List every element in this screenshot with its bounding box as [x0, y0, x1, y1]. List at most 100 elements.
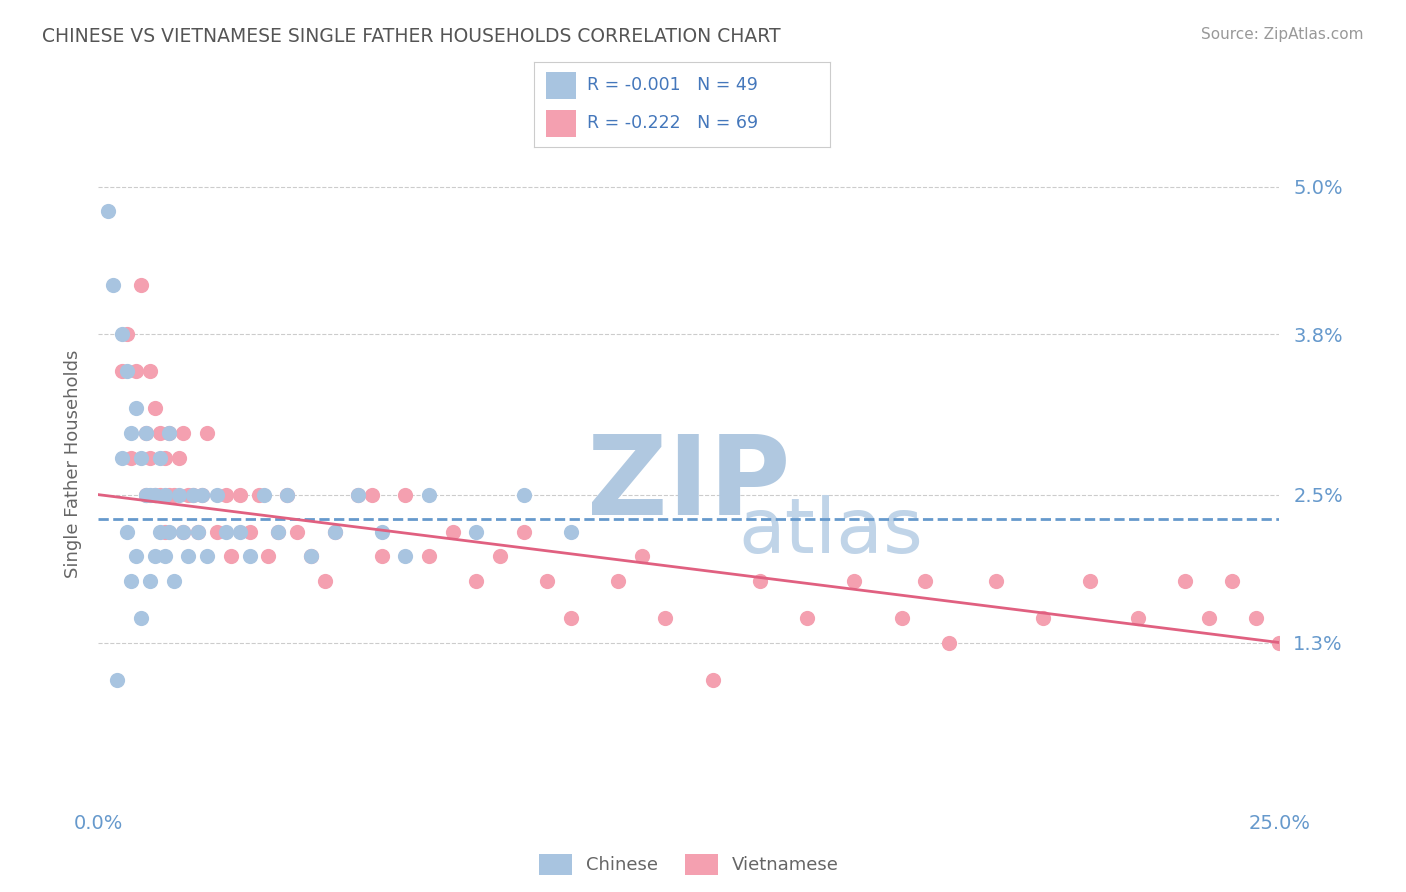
- Point: [139, 364, 162, 378]
- Point: [394, 488, 416, 502]
- Point: [285, 524, 308, 539]
- Point: [441, 524, 464, 539]
- Text: R = -0.222   N = 69: R = -0.222 N = 69: [588, 114, 759, 132]
- Point: [143, 488, 166, 502]
- Point: [149, 488, 172, 502]
- Text: R = -0.001   N = 49: R = -0.001 N = 49: [588, 77, 758, 95]
- Point: [125, 549, 148, 564]
- Point: [1032, 611, 1054, 625]
- Point: [143, 549, 166, 564]
- Point: [1268, 635, 1291, 649]
- Point: [512, 488, 534, 502]
- Point: [121, 574, 143, 588]
- Point: [125, 401, 148, 416]
- Point: [215, 524, 238, 539]
- Point: [361, 488, 384, 502]
- Point: [191, 488, 214, 502]
- Point: [157, 488, 180, 502]
- Point: [938, 635, 960, 649]
- Point: [1126, 611, 1149, 625]
- Point: [276, 488, 298, 502]
- Point: [191, 488, 214, 502]
- Point: [195, 549, 218, 564]
- Y-axis label: Single Father Households: Single Father Households: [65, 350, 83, 578]
- Point: [654, 611, 676, 625]
- Point: [418, 549, 440, 564]
- Point: [135, 488, 157, 502]
- Point: [115, 364, 138, 378]
- Point: [267, 524, 290, 539]
- Point: [129, 450, 152, 465]
- Point: [149, 524, 172, 539]
- Point: [181, 488, 204, 502]
- Point: [135, 425, 157, 440]
- Point: [239, 549, 262, 564]
- Point: [121, 425, 143, 440]
- Point: [187, 524, 209, 539]
- Point: [167, 488, 190, 502]
- Point: [630, 549, 652, 564]
- Point: [1198, 611, 1220, 625]
- Point: [111, 364, 134, 378]
- Point: [267, 524, 290, 539]
- Point: [163, 574, 186, 588]
- Text: Source: ZipAtlas.com: Source: ZipAtlas.com: [1201, 27, 1364, 42]
- Point: [314, 574, 336, 588]
- Point: [149, 425, 172, 440]
- Point: [914, 574, 936, 588]
- Point: [143, 401, 166, 416]
- Point: [187, 524, 209, 539]
- Point: [129, 611, 152, 625]
- Legend: Chinese, Vietnamese: Chinese, Vietnamese: [531, 847, 846, 882]
- Point: [143, 488, 166, 502]
- Point: [1220, 574, 1243, 588]
- Text: atlas: atlas: [738, 495, 924, 568]
- Point: [177, 549, 200, 564]
- Point: [560, 524, 582, 539]
- Point: [1244, 611, 1267, 625]
- Point: [536, 574, 558, 588]
- Point: [257, 549, 280, 564]
- Point: [177, 488, 200, 502]
- Point: [125, 364, 148, 378]
- Point: [465, 574, 488, 588]
- Point: [299, 549, 322, 564]
- Point: [172, 524, 194, 539]
- Point: [121, 450, 143, 465]
- Point: [465, 524, 488, 539]
- Point: [418, 488, 440, 502]
- Point: [157, 425, 180, 440]
- Point: [276, 488, 298, 502]
- Point: [205, 488, 228, 502]
- Point: [135, 425, 157, 440]
- Bar: [546, 71, 575, 99]
- Point: [157, 425, 180, 440]
- Point: [205, 524, 228, 539]
- Point: [219, 549, 242, 564]
- Point: [247, 488, 270, 502]
- Point: [105, 673, 128, 687]
- Point: [323, 524, 346, 539]
- Point: [702, 673, 724, 687]
- Point: [139, 574, 162, 588]
- Point: [299, 549, 322, 564]
- Point: [111, 450, 134, 465]
- Point: [101, 278, 124, 293]
- Point: [796, 611, 818, 625]
- Point: [153, 488, 176, 502]
- Point: [163, 488, 186, 502]
- Text: ZIP: ZIP: [588, 431, 790, 538]
- Point: [844, 574, 866, 588]
- Point: [149, 450, 172, 465]
- Text: CHINESE VS VIETNAMESE SINGLE FATHER HOUSEHOLDS CORRELATION CHART: CHINESE VS VIETNAMESE SINGLE FATHER HOUS…: [42, 27, 780, 45]
- Point: [748, 574, 770, 588]
- Point: [1080, 574, 1102, 588]
- Point: [323, 524, 346, 539]
- Point: [347, 488, 370, 502]
- Point: [111, 327, 134, 342]
- Point: [153, 549, 176, 564]
- Point: [512, 524, 534, 539]
- Point: [115, 327, 138, 342]
- Point: [172, 524, 194, 539]
- Point: [607, 574, 630, 588]
